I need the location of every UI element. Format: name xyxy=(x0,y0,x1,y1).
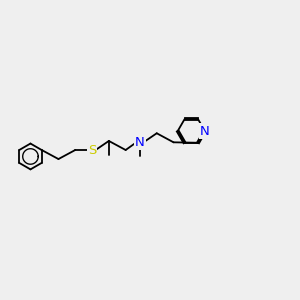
Text: N: N xyxy=(200,124,210,137)
Text: N: N xyxy=(135,136,145,149)
Text: S: S xyxy=(88,143,96,157)
